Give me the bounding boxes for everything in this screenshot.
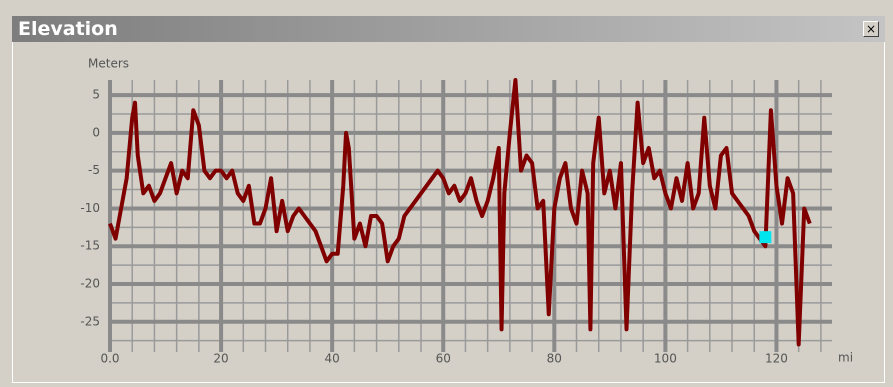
y-tick-label: -20 <box>80 277 100 291</box>
y-axis-label: Meters <box>88 57 129 71</box>
x-tick-label: 0.0 <box>100 352 119 366</box>
y-tick-label: -25 <box>80 314 100 328</box>
title-bar: Elevation × <box>12 16 885 42</box>
x-tick-label: 120 <box>765 352 788 366</box>
panel <box>12 42 885 383</box>
y-tick-label: -10 <box>80 201 100 215</box>
x-tick-label: 80 <box>547 352 562 366</box>
cursor-marker <box>759 231 772 244</box>
elevation-line <box>108 78 812 347</box>
x-axis-label: mi <box>838 351 853 365</box>
x-tick-label: 20 <box>213 352 228 366</box>
x-tick-label: 60 <box>436 352 451 366</box>
x-tick-label: 100 <box>654 352 677 366</box>
y-tick-label: -5 <box>88 163 100 177</box>
y-tick-label: -15 <box>80 239 100 253</box>
y-tick-label: 5 <box>92 88 100 102</box>
close-button[interactable]: × <box>863 21 879 37</box>
x-tick-label: 40 <box>325 352 340 366</box>
window-title: Elevation <box>18 18 118 40</box>
y-tick-label: 0 <box>92 125 100 139</box>
